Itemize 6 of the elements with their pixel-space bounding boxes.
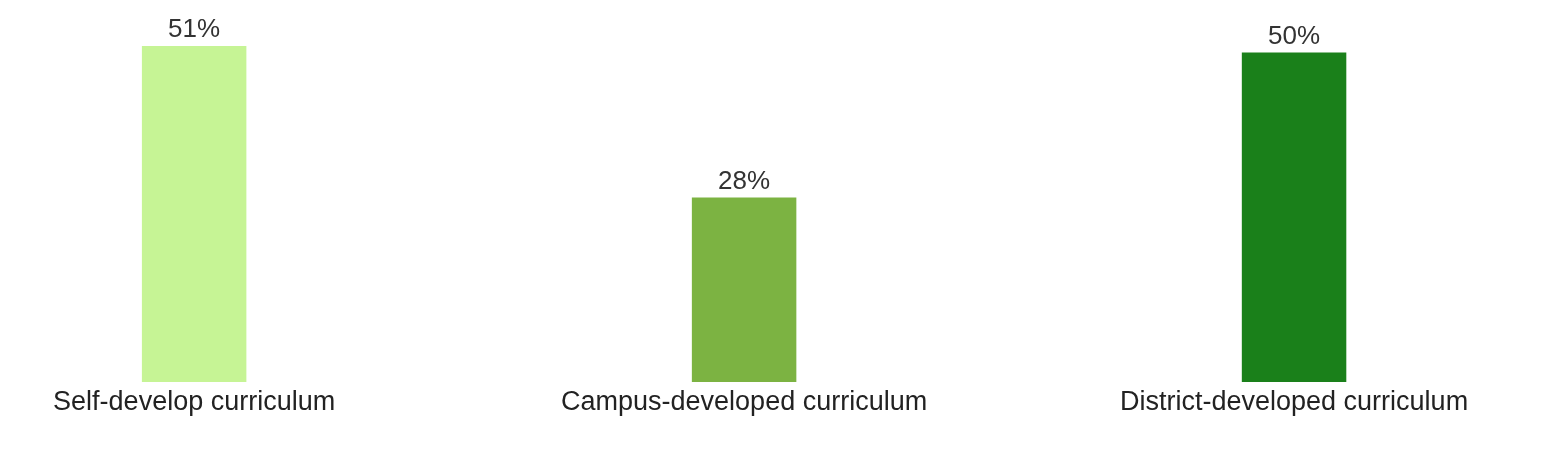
data-label: 51% [168,12,221,43]
x-tick-label: Campus-developed curriculum [561,386,928,416]
x-tick-label: District-developed curriculum [1120,386,1469,416]
data-label: 28% [718,164,771,195]
data-label: 50% [1268,19,1321,50]
x-tick-label: Self-develop curriculum [53,386,336,416]
